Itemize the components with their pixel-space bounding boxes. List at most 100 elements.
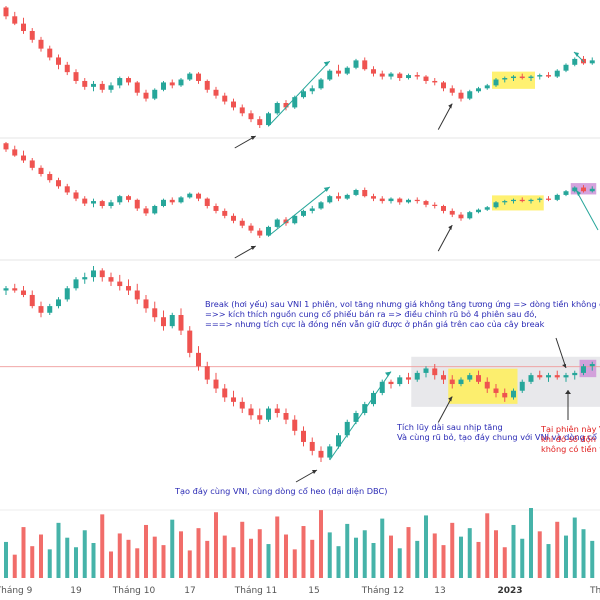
candle-body [248, 225, 254, 231]
volume-bar [21, 527, 26, 578]
volume-bar [292, 549, 297, 578]
candle-body [108, 202, 114, 206]
candle-body [353, 190, 359, 195]
candle-body [476, 375, 481, 382]
volume-bar [476, 541, 481, 578]
x-tick-label: Tháng 11 [234, 586, 277, 596]
arrow-head [312, 470, 317, 474]
candle-body [117, 78, 123, 86]
candle-body [458, 92, 464, 99]
candle-body [3, 7, 9, 17]
arrows-panel-1 [234, 60, 453, 149]
candle-body [38, 39, 44, 49]
candle-body [274, 408, 280, 413]
candle-body [432, 80, 438, 83]
candle-body [406, 377, 411, 380]
candle-body [467, 375, 473, 380]
candle-body [441, 82, 446, 89]
volume-bar [117, 533, 122, 578]
uptrend-arrow [329, 371, 392, 461]
candle-body [73, 279, 79, 289]
candle-body [563, 191, 569, 195]
arrow-head [574, 52, 579, 57]
candle-body [204, 366, 210, 380]
candle-body [196, 193, 201, 199]
candle-body [353, 60, 359, 68]
candle-body [554, 194, 560, 200]
red-annotation-line-1: Tại phiên này V [541, 424, 600, 434]
candle-body [134, 290, 140, 300]
candle-body [239, 220, 245, 226]
candle-body [3, 143, 9, 150]
accumulate-annotation-line-2: Và cùng rũ bỏ, tạo đáy chung với VNI và … [397, 432, 600, 442]
volume-bar [30, 546, 35, 578]
candle-body [528, 375, 534, 382]
candle-body [126, 78, 131, 83]
candle-body [353, 413, 359, 422]
volume-bar [109, 551, 113, 578]
volume-bar [126, 539, 131, 578]
candle-body [327, 196, 333, 203]
candle-panel-1 [3, 6, 595, 128]
candle-body [134, 82, 140, 93]
candle-body [423, 201, 429, 205]
candle-body [379, 73, 385, 77]
candle-body [484, 85, 490, 89]
candle-body [169, 315, 175, 327]
candle-body [318, 202, 324, 209]
candle-body [301, 91, 306, 98]
candle-body [493, 202, 499, 208]
volume-bar [424, 515, 428, 578]
candle-body [563, 375, 569, 378]
candle-body [589, 60, 595, 64]
candle-body [397, 377, 403, 385]
candle-body [56, 299, 61, 307]
volume-bar [572, 517, 577, 578]
candle-body [476, 88, 481, 92]
candle-body [528, 199, 534, 202]
volume-bar [432, 533, 437, 578]
volume-bar [485, 513, 490, 578]
volume-bar [564, 535, 568, 578]
candle-body [309, 441, 315, 451]
candle-body [21, 23, 26, 31]
candle-body [82, 277, 88, 280]
candle-body [458, 214, 464, 219]
break-annotation-line-3: ===> nhưng tích cực là đóng nến vẫn giữ … [205, 319, 545, 329]
candle-body [47, 174, 53, 181]
candle-body [511, 390, 516, 398]
candle-body [161, 82, 166, 90]
arrow-head [250, 246, 256, 250]
candle-body [222, 210, 228, 216]
candle-body [546, 198, 551, 200]
candle-body [239, 401, 245, 409]
volume-bar [240, 521, 245, 578]
candle-body [572, 372, 578, 376]
volume-bar [371, 543, 376, 578]
candle-body [99, 270, 105, 278]
uptrend-arrow [268, 186, 331, 237]
candle-body [406, 199, 411, 203]
candle-body [91, 270, 96, 278]
volume-bar [354, 537, 358, 578]
volume-bar [91, 543, 96, 578]
candle-body [248, 408, 254, 416]
candle-body [196, 73, 201, 81]
candle-body [589, 188, 595, 192]
candle-body [336, 435, 341, 447]
volume-bar [450, 522, 455, 578]
volume-bar [4, 541, 8, 578]
x-tick-label: 13 [434, 586, 445, 596]
volume-bar [135, 548, 140, 578]
candle-body [257, 119, 263, 126]
candle-body [292, 215, 298, 224]
candle-body [432, 204, 438, 206]
arrow-head [448, 103, 453, 109]
candle-body [187, 73, 193, 80]
candle-body [327, 446, 333, 458]
candle-body [3, 288, 9, 291]
candle-body [484, 207, 490, 210]
candle-body [178, 315, 184, 331]
candle-body [161, 317, 166, 327]
